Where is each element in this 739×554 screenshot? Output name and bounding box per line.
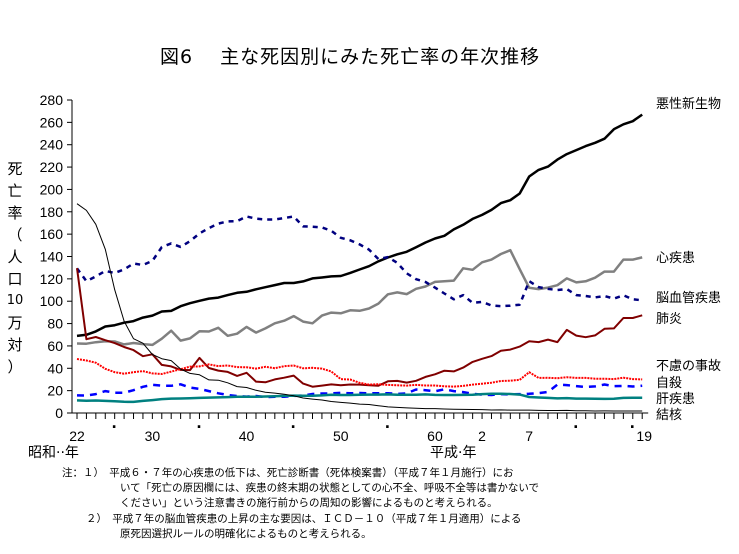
y-axis-label-char: 死 [7, 160, 23, 178]
series-line-心疾患 [76, 248, 643, 347]
note-line-1: 注：１） 平成６・７年の心疾患の低下は、死亡診断書（死体検案書）（平成７年１月施… [62, 467, 514, 479]
x-unit-label-heisei: 平成·年 [430, 445, 477, 461]
line-chart: 0204060801001201401601802002202402602802… [40, 92, 721, 444]
y-tick-label: 120 [40, 271, 64, 287]
x-tick-label: · [385, 417, 391, 437]
series-label: 悪性新生物 [656, 96, 721, 112]
y-axis-label-char: 率 [7, 204, 23, 222]
x-tick-label: 7 [525, 428, 533, 444]
series-label: 結核 [656, 408, 682, 423]
y-tick-label: 20 [47, 383, 63, 399]
y-axis-label-char: 10 [6, 293, 24, 308]
x-tick-label: · [112, 417, 118, 437]
chart-title: 図6 主な死因別にみた死亡率の年次推移 [160, 46, 541, 68]
y-axis-label-char: 亡 [7, 182, 23, 200]
series-line-自殺 [76, 383, 643, 399]
y-tick-label: 80 [47, 316, 63, 332]
note-line-3: ください」という注意書きの施行前からの周知の影響によるものと考えられる。 [120, 497, 498, 509]
y-axis-label-char: 万 [7, 314, 23, 332]
y-tick-label: 220 [40, 159, 64, 175]
y-tick-label: 240 [40, 137, 64, 153]
x-tick-label: 2 [478, 428, 486, 444]
y-axis-label-char: ） [7, 358, 23, 376]
x-tick-label: · [291, 417, 297, 437]
series-line-結核 [76, 203, 643, 412]
y-tick-label: 180 [40, 204, 64, 220]
series-line-脳血管疾患 [75, 215, 643, 308]
x-tick-label: · [573, 417, 579, 437]
series-label: 肺炎 [656, 312, 682, 327]
series-label: 不慮の事故 [656, 359, 721, 374]
note-line-2: いて「死亡の原因欄には、疾患の終末期の状態としての心不全、呼吸不全等は書かないで [120, 482, 540, 494]
x-tick-label: · [196, 417, 202, 437]
y-axis-label-char: （ [7, 226, 23, 244]
series-line-不慮の事故 [76, 358, 643, 388]
series-label: 自殺 [656, 376, 682, 391]
series-label: 脳血管疾患 [656, 291, 721, 306]
y-tick-label: 160 [40, 226, 64, 242]
x-tick-label: 30 [145, 428, 161, 444]
series-label: 肝疾患 [656, 392, 695, 407]
y-axis-label: 死亡率 （ 人口 10 万対 ） [6, 158, 24, 378]
y-tick-label: 280 [40, 92, 64, 108]
x-tick-label: 40 [239, 428, 255, 444]
y-axis-label-char: 口 [7, 270, 23, 288]
y-axis-label-char: 人 [7, 248, 23, 266]
x-unit-label-showa: 昭和··年 [28, 445, 79, 461]
series-line-悪性新生物 [76, 113, 643, 338]
y-tick-label: 40 [47, 360, 63, 376]
x-tick-label: · [630, 417, 636, 437]
note-line-5: 原死因選択ルールの明確化によるものと考えられる。 [120, 528, 372, 540]
y-tick-label: 260 [40, 114, 64, 130]
y-tick-label: 200 [40, 181, 64, 197]
note-line-4: ２） 平成７年の脳血管疾患の上昇の主な要因は、ＩＣＤ－１０（平成７年１月適用）に… [86, 513, 522, 525]
x-tick-label: 50 [333, 428, 349, 444]
x-tick-label: 19 [636, 428, 652, 444]
y-tick-label: 140 [40, 249, 64, 265]
y-tick-label: 0 [55, 405, 63, 421]
series-line-肺炎 [76, 267, 643, 388]
x-tick-label: 22 [69, 428, 85, 444]
y-tick-label: 60 [47, 338, 63, 354]
series-line-肝疾患 [76, 392, 643, 404]
y-tick-label: 100 [40, 293, 64, 309]
y-axis-label-char: 対 [7, 336, 23, 354]
series-label: 心疾患 [656, 251, 695, 266]
x-tick-label: 60 [427, 428, 443, 444]
